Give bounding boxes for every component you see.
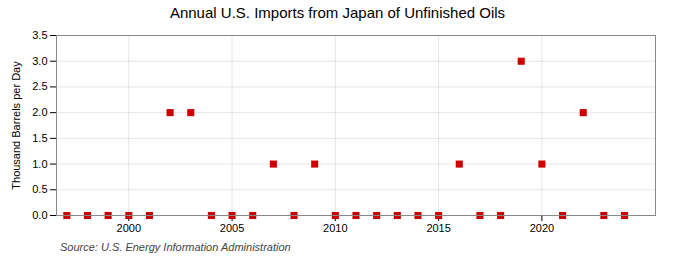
svg-text:3.5: 3.5 bbox=[32, 29, 47, 41]
svg-text:2020: 2020 bbox=[530, 222, 554, 234]
html-text:Annual U.S. Imports from Japan: Annual U.S. Imports from Japan of Unfini… bbox=[169, 4, 506, 21]
svg-text:2005: 2005 bbox=[220, 222, 244, 234]
svg-text:2.0: 2.0 bbox=[32, 106, 47, 118]
svg-text:Thousand Barrels per Day: Thousand Barrels per Day bbox=[10, 61, 22, 190]
svg-text:2000: 2000 bbox=[117, 222, 141, 234]
svg-text:3.0: 3.0 bbox=[32, 55, 47, 67]
svg-text:2.5: 2.5 bbox=[32, 80, 47, 92]
svg-text:2010: 2010 bbox=[323, 222, 347, 234]
html-text:Source: U.S. Energy Informatio: Source: U.S. Energy Information Administ… bbox=[60, 241, 291, 253]
svg-text:1.5: 1.5 bbox=[32, 132, 47, 144]
svg-text:1.0: 1.0 bbox=[32, 158, 47, 170]
svg-text:2015: 2015 bbox=[426, 222, 450, 234]
svg-text:0.0: 0.0 bbox=[32, 209, 47, 221]
svg-text:0.5: 0.5 bbox=[32, 183, 47, 195]
